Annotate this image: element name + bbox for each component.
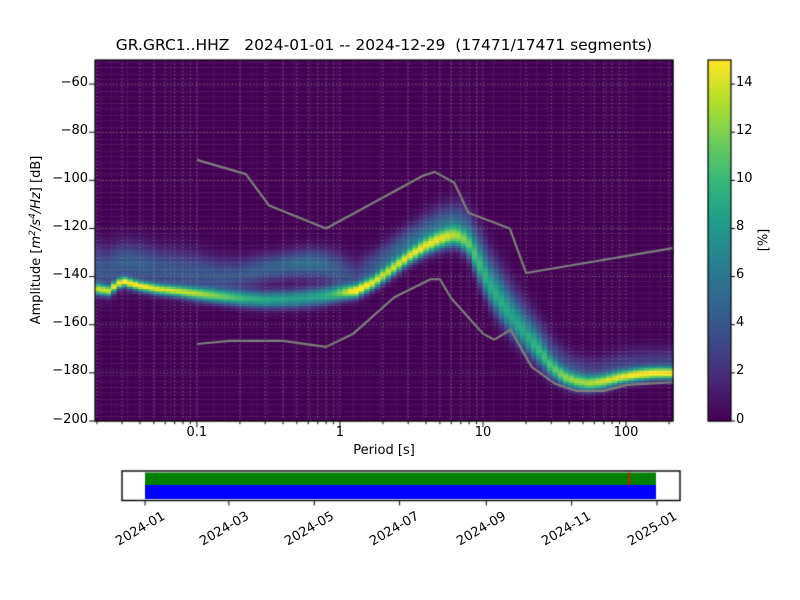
- y-tick-label: −160: [52, 315, 88, 331]
- colorbar-tick-label: 14: [736, 74, 753, 90]
- y-tick-label: −120: [52, 218, 88, 234]
- colorbar-tick-label: 4: [736, 315, 745, 331]
- y-axis-label-part: /Hz: [29, 192, 45, 214]
- y-tick-label: −60: [60, 74, 88, 90]
- y-axis-label-part: Amplitude [: [29, 248, 45, 325]
- x-axis-label: Period [s]: [353, 443, 415, 458]
- x-tick-label: 100: [613, 425, 639, 440]
- colorbar-tick-label: 6: [736, 267, 745, 283]
- colorbar-tick-label: 0: [736, 411, 745, 427]
- colorbar-tick-label: 8: [736, 218, 745, 234]
- y-tick-label: −100: [52, 170, 88, 186]
- colorbar-tick-label: 10: [736, 170, 753, 186]
- x-tick-label: 10: [474, 425, 492, 440]
- colorbar-tick-label: 12: [736, 122, 753, 138]
- colorbar-label: [%]: [756, 228, 772, 252]
- y-tick-label: −180: [52, 363, 88, 379]
- y-tick-label: −80: [60, 122, 88, 138]
- plot-title: GR.GRC1..HHZ 2024-01-01 -- 2024-12-29 (1…: [115, 36, 653, 54]
- x-tick-label: 0.1: [186, 425, 208, 440]
- y-axis-label-part: m: [29, 235, 45, 249]
- x-tick-label: 1: [335, 425, 345, 440]
- y-tick-label: −200: [52, 411, 88, 427]
- colorbar-tick-label: 2: [736, 363, 745, 379]
- y-tick-label: −140: [52, 267, 88, 283]
